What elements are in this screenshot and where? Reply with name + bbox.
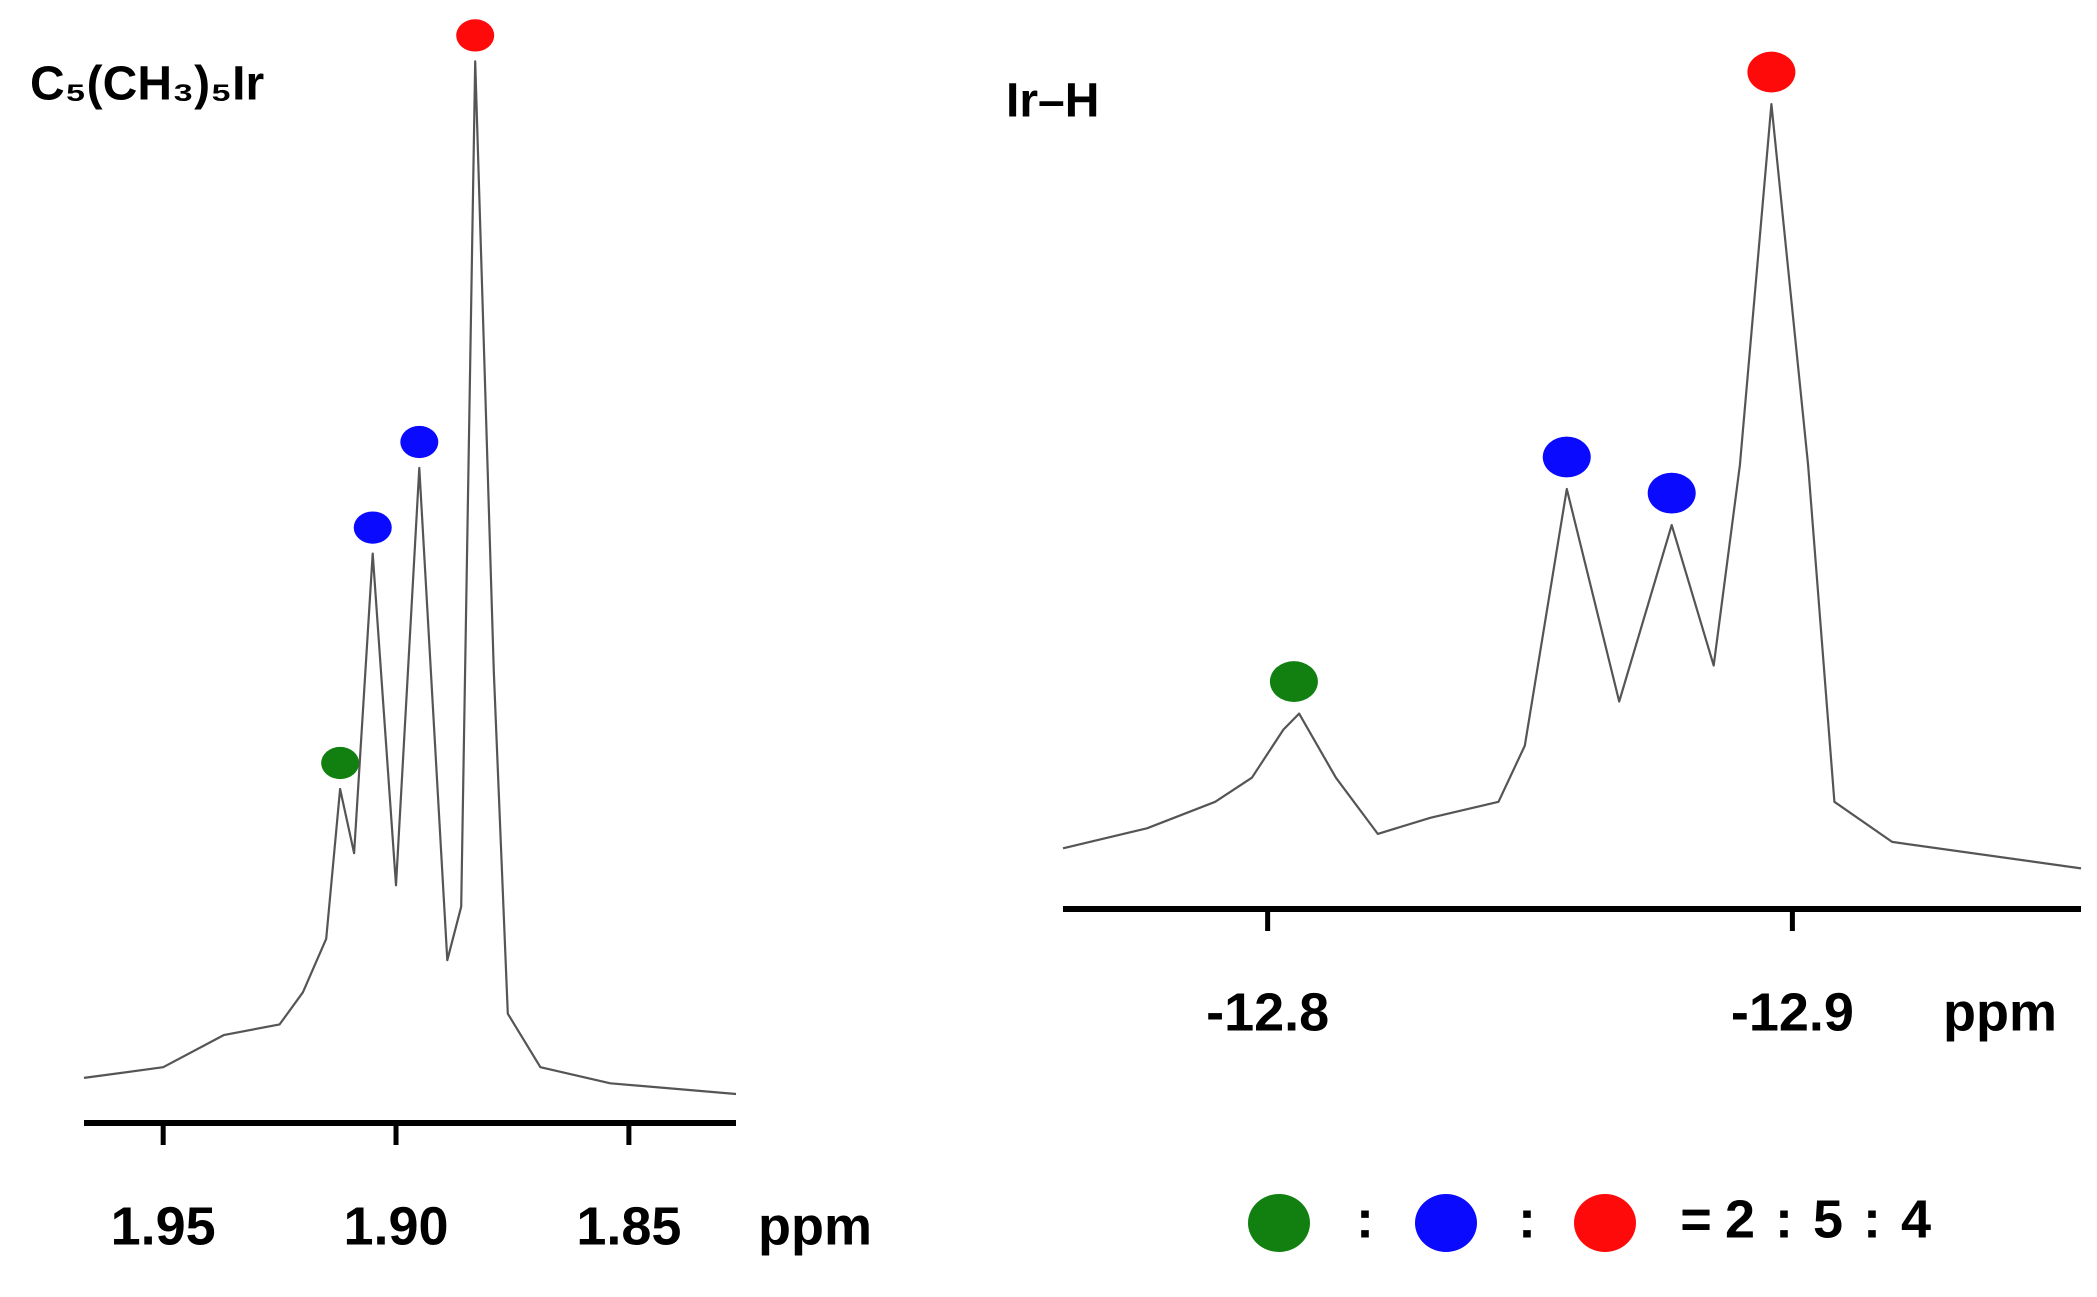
ratio-equals: = <box>1680 1189 1712 1249</box>
x-axis-label: ppm <box>758 1196 872 1256</box>
peak-marker <box>400 425 439 459</box>
peak-marker <box>1269 661 1318 702</box>
ratio-separator: : <box>1518 1189 1536 1249</box>
ratio-separator: : <box>1775 1189 1793 1249</box>
ratio-separator: : <box>1863 1189 1881 1249</box>
peak-marker <box>353 511 392 544</box>
spectrum <box>83 60 737 1096</box>
x-tick-label: -12.9 <box>1731 982 1854 1042</box>
x-tick-label: 1.95 <box>111 1196 216 1256</box>
ratio-separator: : <box>1356 1189 1374 1249</box>
ratio-dot <box>1248 1194 1310 1252</box>
peak-marker <box>1542 436 1591 478</box>
ratio-value: 4 <box>1901 1189 1931 1249</box>
ratio-value: 5 <box>1813 1189 1843 1249</box>
x-tick-label: 1.90 <box>343 1196 448 1256</box>
peak-marker <box>1647 472 1696 514</box>
peak-marker <box>321 746 360 780</box>
ratio-dot <box>1574 1194 1636 1252</box>
peak-marker <box>1747 51 1796 93</box>
ratio-dot <box>1415 1194 1477 1252</box>
x-tick-label: 1.85 <box>576 1196 681 1256</box>
ratio-value: 2 <box>1725 1189 1755 1249</box>
panel-title: C₅(CH₃)₅Ir <box>30 58 264 111</box>
peak-marker <box>456 19 495 52</box>
spectrum <box>1062 103 2082 870</box>
x-tick-label: -12.8 <box>1206 982 1329 1042</box>
panel-title: Ir–H <box>1006 75 1099 128</box>
x-axis-label: ppm <box>1943 982 2057 1042</box>
